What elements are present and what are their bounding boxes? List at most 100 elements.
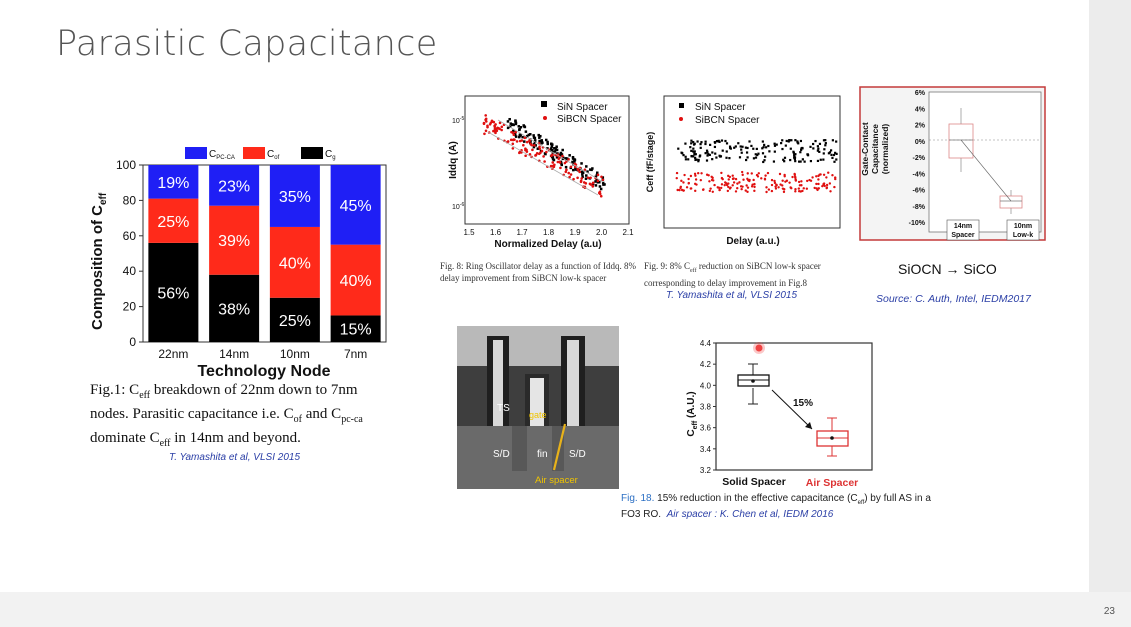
fig9-point-sibcn: [675, 176, 678, 180]
fig8-point-sin: [506, 126, 510, 130]
fig9-point-sibcn: [721, 177, 724, 181]
fig9-point-sibcn: [720, 183, 724, 186]
fig9-point-sin: [725, 150, 728, 153]
fig9-point-sin: [711, 158, 714, 161]
fig9-point-sibcn: [685, 186, 689, 189]
fig9-point-sin: [796, 141, 799, 144]
fig9-point-sibcn: [746, 177, 749, 181]
fig9-point-sin: [714, 152, 717, 155]
fig9-point-sibcn: [831, 174, 834, 177]
fig9-point-sibcn: [753, 185, 756, 189]
fig9-point-sibcn: [765, 186, 768, 189]
fig8-point-sibcn: [483, 132, 486, 136]
fig9-point-sibcn: [752, 178, 755, 182]
fig9-point-sin: [745, 151, 749, 154]
fig9-point-sibcn: [718, 188, 721, 192]
fig9-point-sin: [708, 153, 711, 157]
fig8-point-sin: [585, 165, 588, 168]
fig9-point-sibcn: [791, 175, 794, 179]
fig9-point-sin: [750, 144, 753, 148]
fig9-point-sin: [831, 156, 834, 160]
fig9-point-sin: [692, 140, 695, 144]
fig8-point-sin: [596, 181, 600, 184]
fig8-point-sibcn: [493, 125, 497, 129]
photo-label-gate: gate: [529, 410, 547, 420]
fig1-xtick-label: 10nm: [280, 347, 310, 361]
fig9-point-sin: [799, 139, 803, 143]
fig1-legend: CPC-CA Cof Cg: [185, 147, 336, 161]
fig9-point-sin: [728, 157, 731, 160]
fig8-point-sin: [553, 146, 556, 150]
fig9-point-sin: [775, 143, 778, 146]
fig9-point-sin: [694, 158, 697, 162]
fig9-point-sibcn: [766, 171, 770, 175]
fig8-point-sin: [555, 148, 559, 152]
fig9-point-sibcn: [825, 186, 828, 190]
fig9-point-sin: [817, 147, 820, 150]
fig9-point-sin: [737, 142, 740, 145]
fig1-bar-segment: [209, 274, 260, 342]
fig9-point-sibcn: [683, 173, 686, 177]
fig9-point-sin: [693, 153, 696, 156]
fig9-point-sibcn: [829, 190, 832, 193]
fig8-point-sibcn: [528, 139, 531, 143]
fig8-point-sibcn: [601, 178, 605, 182]
fig8-point-sibcn: [523, 136, 527, 140]
fig8-point-sibcn: [561, 154, 564, 158]
fig1-ytick-label: 0: [129, 335, 136, 349]
fig9-point-sin: [697, 160, 700, 163]
fig8-point-sin: [589, 168, 592, 171]
fig9-point-sin: [794, 153, 797, 156]
fig9-point-sin: [822, 152, 825, 155]
fig9-point-sibcn: [773, 181, 777, 185]
fig9-point-sin: [773, 150, 776, 153]
fig9-point-sibcn: [694, 174, 697, 177]
fig9-point-sin: [790, 139, 793, 142]
fig9-point-sin: [680, 151, 683, 154]
fig1-data-label: 25%: [157, 214, 189, 231]
fig8-point-sibcn: [511, 147, 515, 150]
fig9-point-sibcn: [833, 185, 836, 189]
fig8-point-sibcn: [534, 154, 537, 157]
fig18-annotation: 15%: [793, 398, 813, 409]
fig9-point-sibcn: [705, 173, 709, 176]
fig9-point-sin: [684, 142, 687, 145]
fig18-yticks: 3.2 3.4 3.6 3.8 4.0 4.2 4.4: [700, 339, 716, 475]
fig8-legend-marker-sin: [541, 101, 547, 107]
fig9-point-sin: [764, 155, 767, 158]
fig9-legend-marker-sibcn: [679, 117, 683, 121]
fig9-point-sin: [689, 146, 692, 149]
fig8-plot-frame: [464, 95, 630, 225]
intel-plot-frame: [928, 91, 1042, 233]
fig9-point-sibcn: [734, 190, 738, 193]
fig9-point-sin: [697, 158, 700, 162]
fig9-point-sibcn: [794, 179, 798, 182]
fig9-point-sin: [690, 142, 693, 145]
fig9-point-sin: [721, 149, 724, 152]
fig8-point-sibcn: [582, 181, 586, 184]
fig8-point-sibcn: [539, 151, 542, 155]
fig9-point-sibcn: [736, 182, 739, 185]
fig18-outlier: [755, 344, 763, 352]
fig9-point-sibcn: [746, 190, 749, 194]
fig8-point-sibcn: [538, 147, 542, 151]
fig8-point-sibcn: [531, 148, 534, 152]
intel-cat-10nm-box: [1006, 219, 1040, 241]
fig9-point-sibcn: [815, 182, 818, 186]
fig1-bar-segment: [330, 244, 381, 316]
fig9-point-sibcn: [764, 174, 767, 177]
fig9-point-sibcn: [784, 180, 787, 183]
fig8-point-sin: [551, 148, 554, 152]
fig9-point-sin: [756, 153, 759, 157]
fig18-ytick-label: 3.8: [700, 403, 712, 412]
fig8-point-sin: [590, 168, 593, 172]
fig9-point-sin: [715, 156, 718, 159]
fig1-legend-label: Cof: [267, 149, 280, 161]
fig8-point-sibcn: [500, 125, 504, 129]
fig1-bar-segment: [148, 242, 199, 342]
intel-ytick-label: -6%: [913, 188, 926, 195]
fig9-point-sibcn: [757, 172, 760, 175]
fig9-point-sibcn: [697, 171, 700, 175]
fig9-point-sin: [734, 145, 737, 148]
slide: Parasitic Capacitance CPC-CA Cof Cg 0 20 40 6…: [0, 0, 1089, 592]
